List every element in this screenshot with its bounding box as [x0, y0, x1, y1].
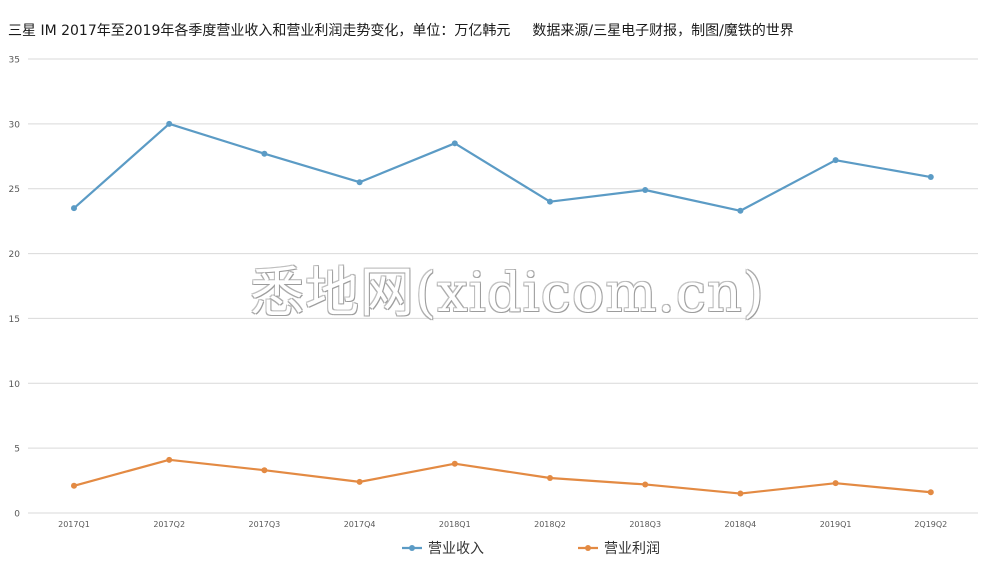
- grid-layer: [28, 58, 978, 514]
- data-point-profit: [261, 467, 268, 474]
- x-tick-label: 2019Q1: [820, 520, 852, 529]
- data-point-profit: [166, 456, 173, 463]
- x-tick-label: 2017Q1: [58, 520, 90, 529]
- x-tick-label: 2017Q3: [249, 520, 281, 529]
- x-tick-labels: 2017Q1 2017Q2 2017Q3 2017Q4 2018Q1 2018Q2 2018…: [58, 520, 947, 529]
- y-tick-label: 20: [9, 250, 21, 260]
- data-point-revenue: [832, 157, 839, 164]
- data-point-profit: [642, 481, 649, 488]
- chart-title: 三星 IM 2017年至2019年各季度营业收入和营业利润走势变化，单位：万亿韩…: [8, 20, 794, 40]
- legend-marker: [585, 545, 591, 551]
- data-point-profit: [927, 489, 934, 496]
- data-point-revenue: [166, 120, 173, 127]
- data-point-profit: [71, 482, 77, 489]
- data-point-revenue: [737, 207, 744, 214]
- series-layer: [71, 120, 934, 497]
- data-point-profit: [451, 460, 458, 467]
- data-point-revenue: [451, 140, 458, 147]
- x-tick-label: 2Q19Q2: [914, 520, 947, 529]
- legend-label: 营业收入: [428, 541, 484, 557]
- chart-title-main: 三星 IM 2017年至2019年各季度营业收入和营业利润走势变化，单位：万亿韩…: [8, 23, 511, 39]
- data-point-revenue: [356, 179, 363, 186]
- data-point-profit: [737, 490, 744, 497]
- data-point-revenue: [261, 150, 268, 157]
- series-line-profit: [73, 458, 931, 495]
- chart-source: 数据来源/三星电子财报，制图/魔铁的世界: [532, 23, 794, 39]
- y-tick-label: 25: [9, 185, 20, 195]
- data-point-revenue: [642, 187, 649, 194]
- x-tick-label: 2018Q2: [534, 520, 566, 529]
- legend-marker: [409, 545, 415, 551]
- y-tick-label: 15: [9, 315, 20, 325]
- data-point-revenue: [927, 174, 934, 181]
- y-tick-label: 10: [9, 380, 21, 390]
- x-tick-label: 2018Q4: [725, 520, 757, 529]
- data-point-profit: [832, 480, 839, 487]
- data-point-revenue: [71, 205, 77, 212]
- x-tick-label: 2018Q3: [629, 520, 661, 529]
- y-tick-label: 0: [14, 510, 20, 520]
- legend-label: 营业利润: [604, 541, 660, 557]
- data-point-revenue: [547, 198, 553, 205]
- watermark-text: 悉地网(xidicom.cn): [250, 261, 765, 324]
- y-tick-label: 30: [9, 120, 21, 130]
- y-tick-labels: 0 5 10 15 20 25 30 35: [9, 56, 21, 520]
- series-line-revenue: [73, 122, 931, 212]
- x-tick-label: 2017Q2: [153, 520, 185, 529]
- data-point-profit: [356, 478, 363, 485]
- legend: 营业收入 营业利润: [402, 541, 660, 557]
- y-tick-label: 5: [14, 445, 20, 455]
- y-tick-label: 35: [9, 56, 20, 66]
- data-point-profit: [547, 474, 553, 481]
- x-tick-label: 2017Q4: [344, 520, 376, 529]
- x-tick-label: 2018Q1: [439, 520, 471, 529]
